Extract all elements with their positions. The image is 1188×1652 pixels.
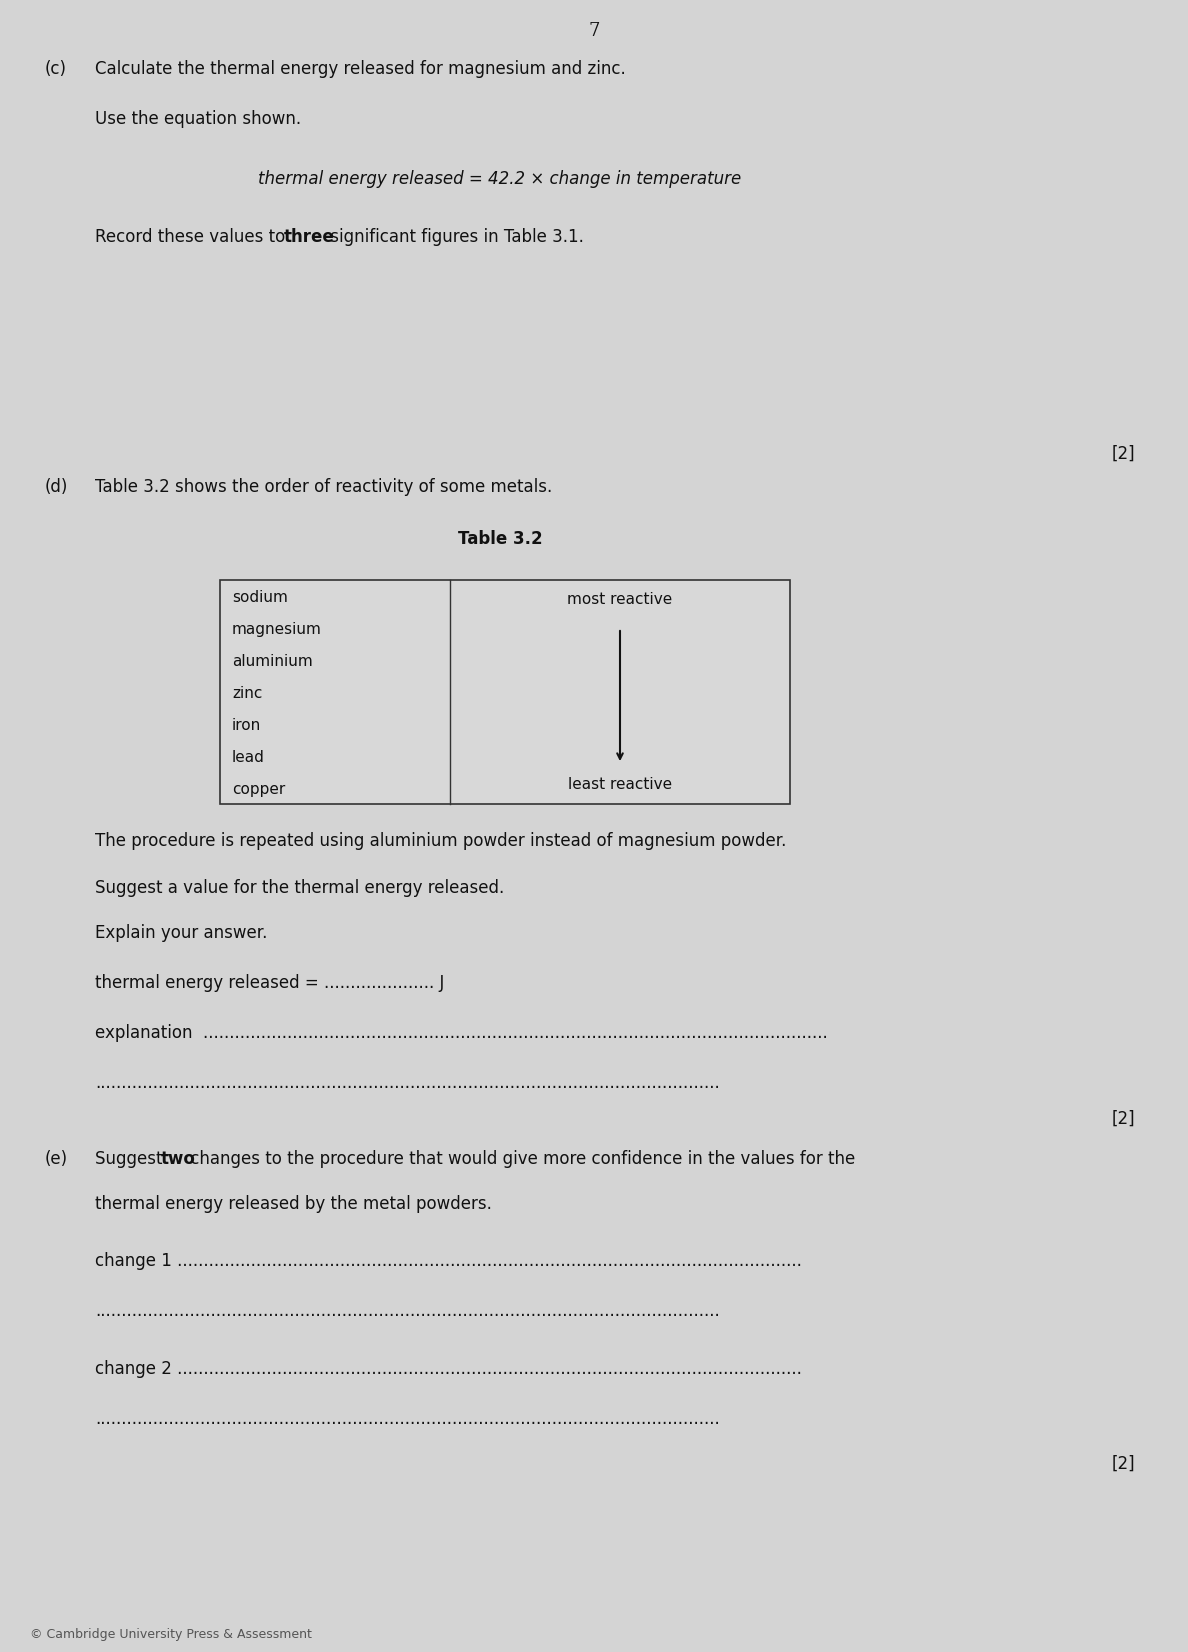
Text: iron: iron [232,719,261,733]
Text: Record these values to: Record these values to [95,228,291,246]
Text: (c): (c) [45,59,67,78]
Text: change 2 .......................................................................: change 2 ...............................… [95,1360,802,1378]
Text: least reactive: least reactive [568,776,672,791]
Text: Use the equation shown.: Use the equation shown. [95,111,301,127]
Text: thermal energy released = 42.2 × change in temperature: thermal energy released = 42.2 × change … [258,170,741,188]
Text: magnesium: magnesium [232,623,322,638]
Text: Suggest: Suggest [95,1150,168,1168]
Text: change 1 .......................................................................: change 1 ...............................… [95,1252,802,1270]
Text: ................................................................................: ........................................… [95,1411,720,1427]
Text: changes to the procedure that would give more confidence in the values for the: changes to the procedure that would give… [185,1150,855,1168]
Text: Table 3.2 shows the order of reactivity of some metals.: Table 3.2 shows the order of reactivity … [95,477,552,496]
Text: zinc: zinc [232,686,263,700]
Text: lead: lead [232,750,265,765]
Text: significant figures in Table 3.1.: significant figures in Table 3.1. [324,228,583,246]
Text: [2]: [2] [1112,444,1135,463]
Text: Explain your answer.: Explain your answer. [95,923,267,942]
Text: explanation  ...................................................................: explanation ............................… [95,1024,828,1042]
Text: thermal energy released = ..................... J: thermal energy released = ..............… [95,975,444,991]
Text: aluminium: aluminium [232,654,312,669]
Text: [2]: [2] [1112,1110,1135,1128]
Text: three: three [284,228,334,246]
Text: (d): (d) [45,477,69,496]
Text: © Cambridge University Press & Assessment: © Cambridge University Press & Assessmen… [30,1627,312,1640]
Text: Suggest a value for the thermal energy released.: Suggest a value for the thermal energy r… [95,879,504,897]
Text: sodium: sodium [232,590,287,605]
Text: 7: 7 [588,21,600,40]
Text: copper: copper [232,781,285,798]
Text: Calculate the thermal energy released for magnesium and zinc.: Calculate the thermal energy released fo… [95,59,626,78]
Text: Table 3.2: Table 3.2 [457,530,542,548]
Text: ................................................................................: ........................................… [95,1302,720,1320]
Text: thermal energy released by the metal powders.: thermal energy released by the metal pow… [95,1194,492,1213]
Text: two: two [160,1150,196,1168]
Text: [2]: [2] [1112,1455,1135,1474]
Text: ................................................................................: ........................................… [95,1074,720,1092]
Text: The procedure is repeated using aluminium powder instead of magnesium powder.: The procedure is repeated using aluminiu… [95,833,786,851]
Bar [220,580,790,805]
Text: most reactive: most reactive [568,593,672,608]
Text: (e): (e) [45,1150,68,1168]
